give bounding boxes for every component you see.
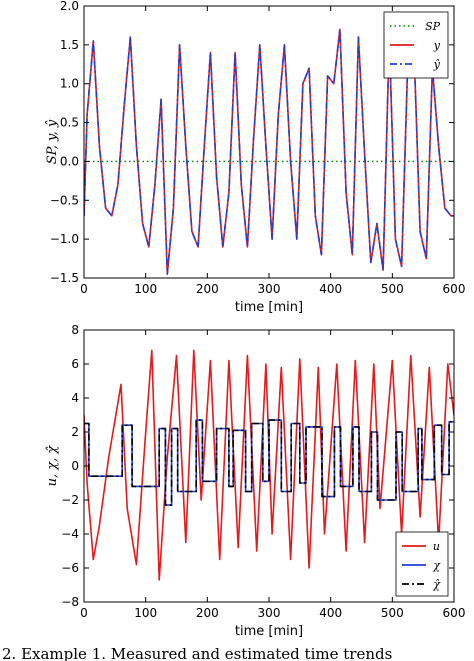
y-tick-label: 0.5 — [60, 116, 79, 130]
x-axis-label: time [min] — [235, 300, 303, 315]
y-axis-label: u, χ, χ̂ — [45, 445, 60, 487]
y-tick-label: −1.5 — [50, 271, 79, 285]
x-tick-label: 200 — [196, 282, 219, 296]
series-group — [84, 349, 454, 581]
y-tick-label: 1.0 — [60, 77, 79, 91]
y-tick-label: 2 — [71, 425, 79, 439]
y-tick-label: −4 — [61, 527, 79, 541]
legend-label: ŷ — [433, 58, 441, 71]
series-line-1 — [84, 349, 454, 581]
x-tick-label: 100 — [134, 606, 157, 620]
legend-label: u — [433, 540, 440, 553]
legend-box — [395, 531, 449, 597]
series-group — [84, 28, 454, 275]
y-axis-label: SP, y, ŷ — [45, 119, 60, 164]
series-line-3 — [84, 419, 454, 506]
x-tick-label: 300 — [258, 282, 281, 296]
x-tick-label: 200 — [196, 606, 219, 620]
x-tick-label: 600 — [443, 606, 466, 620]
legend-label: y — [433, 39, 441, 52]
y-tick-label: −1.0 — [50, 232, 79, 246]
x-tick-label: 400 — [319, 606, 342, 620]
legend-label: χ — [432, 559, 441, 572]
chart-1: 0 100 200 300 400 500 600 −1.5 −1.0 −0.5 0.0 0.5 1.0… — [45, 0, 465, 315]
y-tick-label: 6 — [71, 357, 79, 371]
x-axis-label: time [min] — [235, 624, 303, 639]
x-tick-label: 0 — [80, 282, 88, 296]
chart-2: 0 100 200 300 400 500 600 −8 −6 −4 −2 0 2 4 6 8 time [mi… — [45, 323, 465, 639]
y-tick-label: −0.5 — [50, 193, 79, 207]
series-line-3 — [84, 28, 454, 275]
y-tick-label: 0 — [71, 459, 79, 473]
y-tick-label: 2.0 — [60, 0, 79, 13]
y-tick-label: −6 — [61, 561, 79, 575]
legend-label: χ̂ — [432, 578, 441, 591]
y-tick-label: 0.0 — [60, 154, 79, 168]
figure-caption: 2. Example 1. Measured and estimated tim… — [2, 645, 393, 661]
x-tick-label: 500 — [381, 282, 404, 296]
legend: uχ χ̂ — [395, 531, 449, 597]
legend: SP yŷ — [383, 11, 449, 79]
x-tick-label: 400 — [319, 282, 342, 296]
y-tick-label: −8 — [61, 595, 79, 609]
y-tick-label: 8 — [71, 323, 79, 337]
x-tick-label: 600 — [443, 282, 466, 296]
y-tick-label: 1.5 — [60, 38, 79, 52]
y-tick-label: −2 — [61, 493, 79, 507]
x-tick-label: 300 — [258, 606, 281, 620]
x-tick-label: 100 — [134, 282, 157, 296]
x-tick-label: 500 — [381, 606, 404, 620]
y-tick-label: 4 — [71, 391, 79, 405]
legend-label: SP — [425, 20, 441, 33]
x-tick-label: 0 — [80, 606, 88, 620]
